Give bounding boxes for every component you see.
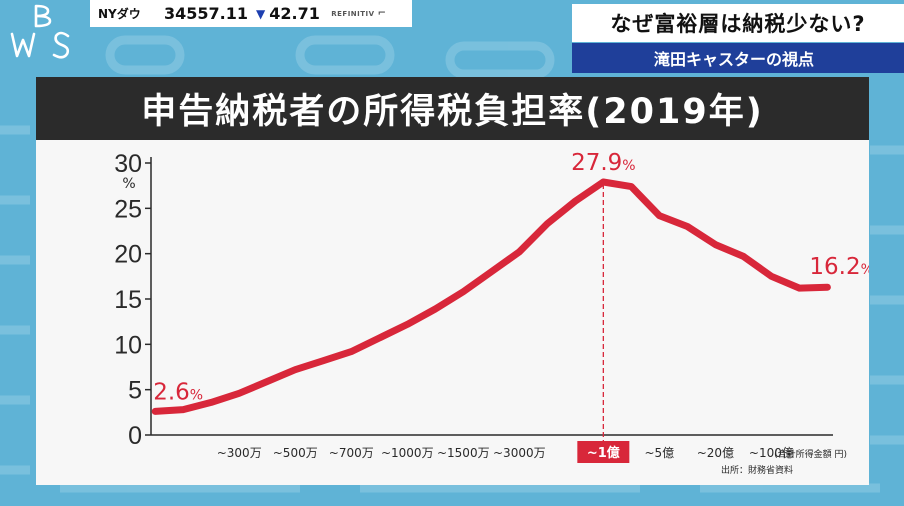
y-tick-label: 15 (114, 286, 142, 314)
ticker-index-name: NYダウ (98, 7, 141, 21)
data-point (292, 367, 298, 373)
data-point (712, 242, 718, 248)
y-tick-label: 20 (114, 241, 142, 269)
x-tick-label: ~20億 (697, 446, 734, 460)
y-tick-label: 0 (128, 422, 142, 450)
data-point (376, 335, 382, 341)
data-label-unit: % (190, 387, 203, 403)
data-point (656, 213, 662, 219)
data-label-unit: % (861, 262, 869, 278)
y-tick-label: 25 (114, 195, 142, 223)
data-point (516, 249, 522, 255)
x-tick-label: ~100億 (749, 446, 794, 460)
data-point (488, 269, 494, 275)
x-tick-label: ~700万 (329, 446, 374, 460)
data-point (600, 179, 606, 185)
data-point (348, 349, 354, 355)
data-point (796, 285, 802, 291)
refinitiv-icon: ⌐ (377, 8, 386, 19)
data-point (460, 289, 466, 295)
headline: なぜ富裕層は納税少ない? (572, 4, 904, 42)
ticker-change: 42.71 (269, 4, 320, 23)
x-tick-highlight-box (577, 441, 630, 463)
data-point (404, 321, 410, 327)
series-line (151, 178, 831, 415)
data-label-value: 16.2 (809, 254, 860, 280)
data-point (320, 358, 326, 364)
source-note: 出所：財務省資料 (721, 464, 793, 476)
x-tick-label: ~500万 (273, 446, 318, 460)
x-unit-note: (合計所得金額 円) (774, 448, 847, 460)
data-point (236, 390, 242, 396)
data-point (572, 198, 578, 204)
data-point (544, 221, 550, 227)
x-tick-label-highlight: ~1億 (587, 445, 620, 461)
y-tick-label: 10 (114, 331, 142, 359)
data-point (628, 184, 634, 190)
data-point (768, 273, 774, 279)
data-point (824, 284, 830, 290)
line-chart: 0 5 10 15 20 25 30% ~300万 ~500万 ~700万 ~1000万 ~1500万… (114, 150, 869, 476)
data-point (740, 253, 746, 259)
ticker-source: REFINITIV (331, 9, 375, 18)
y-unit-label: % (122, 176, 135, 192)
data-point (180, 407, 186, 413)
data-label: 27.9% (571, 150, 636, 176)
data-point (208, 399, 214, 405)
data-label-value: 27.9 (571, 150, 622, 176)
y-tick-label: 5 (128, 377, 142, 405)
ticker-value: 34557.11 (164, 4, 249, 23)
x-tick-label: ~1500万 (437, 446, 490, 460)
x-tick-label: ~1000万 (381, 446, 434, 460)
chart-panel: 0 5 10 15 20 25 30% ~300万 ~500万 ~700万 ~1000万 ~1500万… (36, 140, 869, 485)
wbs-logo (10, 4, 70, 59)
down-arrow-icon: ▼ (256, 6, 266, 21)
x-tick-label: ~3000万 (493, 446, 546, 460)
data-point (684, 223, 690, 229)
chart-title: 申告納税者の所得税負担率(2019年) (36, 77, 869, 140)
data-point (432, 306, 438, 312)
subheadline: 滝田キャスターの視点 (572, 43, 904, 73)
x-tick-label: ~5億 (644, 446, 674, 460)
x-tick-label: ~300万 (217, 446, 262, 460)
data-label-value: 2.6 (153, 379, 190, 405)
data-label: 16.2% (809, 254, 869, 280)
data-point (264, 379, 270, 385)
data-point (152, 408, 158, 414)
stock-ticker: NYダウ 34557.11 ▼ 42.71 REFINITIV ⌐ (90, 0, 412, 27)
y-tick-label: 30 (114, 150, 142, 178)
data-label: 2.6% (153, 379, 203, 405)
data-label-unit: % (622, 158, 635, 174)
